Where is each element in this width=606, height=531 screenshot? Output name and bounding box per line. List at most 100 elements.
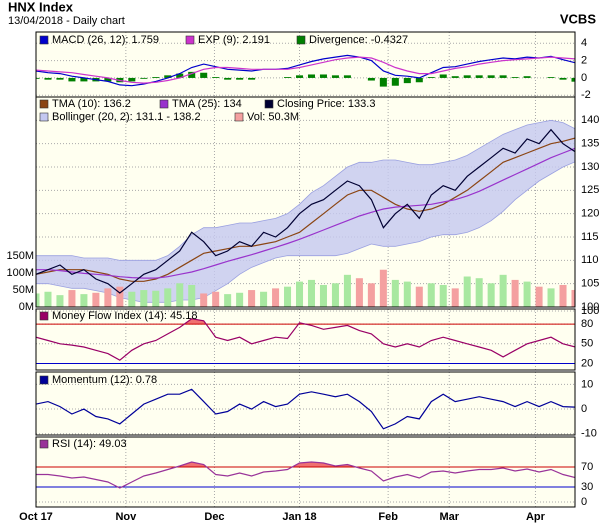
x-tick-label: Oct 17 — [19, 511, 53, 523]
series-line — [36, 318, 575, 361]
legend-label: TMA (25): 134 — [172, 98, 242, 110]
divergence-bar — [104, 77, 112, 82]
x-tick-label: Apr — [526, 511, 546, 523]
y-tick-label: 105 — [581, 278, 599, 290]
volume-bar — [523, 281, 531, 307]
divergence-bar — [80, 77, 88, 82]
panel-border — [35, 308, 576, 371]
volume-bar — [571, 289, 575, 307]
y-tick-label: 2 — [581, 55, 587, 67]
volume-bar — [272, 288, 280, 307]
y-tick-label: 130 — [581, 161, 599, 173]
divergence-bar — [379, 77, 387, 87]
divergence-bar — [439, 74, 447, 78]
volume-bar — [511, 279, 519, 307]
x-tick-label: Dec — [204, 511, 224, 523]
legend-swatch — [39, 35, 49, 45]
volume-bar — [463, 276, 471, 307]
divergence-bar — [200, 72, 208, 78]
divergence-bar — [427, 77, 435, 78]
divergence-bar — [152, 77, 160, 78]
divergence-bar — [295, 75, 304, 78]
volume-bar — [212, 291, 220, 307]
volume-bar — [36, 293, 40, 307]
legend-label: Divergence: -0.4327 — [309, 34, 408, 46]
x-tick-label: Feb — [378, 511, 398, 523]
volume-bar — [140, 290, 148, 307]
divergence-bar — [36, 77, 40, 79]
legend-swatch — [234, 112, 244, 122]
volume-bar — [188, 284, 196, 307]
legend-label: Vol: 50.3M — [247, 111, 299, 123]
divergence-bar — [571, 77, 575, 82]
volume-bar — [391, 279, 399, 307]
divergence-bar — [128, 77, 136, 82]
divergence-bar — [415, 77, 423, 83]
divergence-bar — [284, 77, 292, 78]
legend-label: Bollinger (20, 2): 131.1 - 138.2 — [52, 111, 201, 123]
divergence-bar — [44, 77, 52, 80]
series-line — [36, 56, 575, 84]
volume-bar — [487, 283, 495, 307]
x-tick-label: Nov — [115, 511, 137, 523]
volume-bar — [236, 292, 244, 307]
volume-bar — [224, 294, 232, 307]
y-tick-label: 50 — [581, 338, 593, 350]
divergence-bar — [176, 73, 184, 78]
y-tick-label: 120 — [581, 208, 599, 220]
volume-bar — [547, 288, 555, 307]
volume-bar — [92, 292, 100, 307]
volume-bar — [475, 278, 483, 307]
y2-tick-label: 150M — [6, 250, 34, 262]
legend-label: EXP (9): 2.191 — [198, 34, 270, 46]
legend-swatch — [39, 99, 49, 109]
legend-swatch — [39, 375, 49, 385]
y-tick-label: 10 — [581, 378, 593, 390]
y2-tick-label: 0M — [19, 301, 34, 313]
y-tick-label: 0 — [581, 72, 587, 84]
plot — [36, 97, 575, 307]
plot — [36, 372, 575, 435]
divergence-bar — [523, 76, 531, 78]
y-tick-label: 115 — [581, 231, 599, 243]
plot — [36, 32, 575, 97]
plot — [36, 309, 575, 370]
y2-tick-label: 50M — [13, 284, 34, 296]
volume-bar — [200, 293, 208, 307]
legend-swatch — [264, 99, 274, 109]
divergence-bar — [463, 75, 471, 78]
legend-swatch — [39, 439, 49, 449]
divergence-bar — [236, 77, 244, 80]
panel-border — [35, 96, 576, 308]
legend-swatch — [296, 35, 306, 45]
divergence-bar — [367, 77, 375, 81]
brand: VCBS — [560, 11, 596, 26]
volume-bar — [367, 283, 375, 307]
volume-bar — [284, 286, 292, 307]
volume-bar — [248, 290, 256, 307]
legend-swatch — [159, 99, 169, 109]
y2-tick-label: 100M — [6, 267, 34, 279]
divergence-bar — [212, 77, 220, 78]
divergence-bar — [224, 77, 232, 80]
volume-bar — [128, 291, 136, 307]
legend-label: TMA (10): 136.2 — [52, 98, 131, 110]
volume-bar — [427, 283, 435, 307]
y-tick-label: 100 — [581, 301, 599, 313]
volume-bar — [176, 283, 184, 307]
divergence-bar — [451, 76, 459, 78]
volume-bar — [307, 279, 316, 307]
divergence-bar — [68, 77, 76, 82]
threshold-fill — [36, 462, 575, 467]
volume-bar — [403, 281, 411, 307]
volume-bar — [415, 286, 423, 307]
series-line — [36, 461, 575, 489]
divergence-bar — [487, 75, 495, 78]
volume-bar — [331, 283, 339, 307]
legend-swatch — [185, 35, 195, 45]
volume-bar — [104, 288, 112, 307]
legend-label: Closing Price: 133.3 — [277, 98, 375, 110]
y-tick-label: 20 — [581, 357, 593, 369]
legend-swatch — [39, 112, 49, 122]
